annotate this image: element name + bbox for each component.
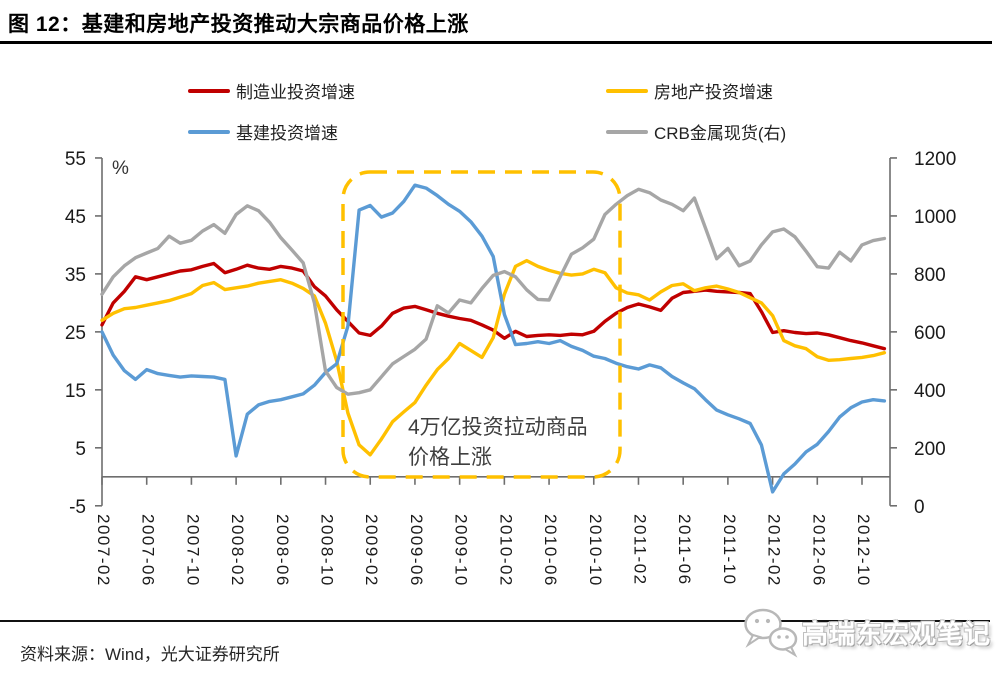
left-axis-tick-label: 25 <box>65 323 86 344</box>
legend-label-real-estate: 房地产投资增速 <box>654 83 773 102</box>
x-axis-tick-label: 2009-06 <box>407 514 426 587</box>
x-axis-tick-label: 2012-06 <box>809 514 828 587</box>
x-axis-tick-label: 2012-02 <box>765 514 784 587</box>
right-axis-tick-label: 1000 <box>914 207 956 228</box>
footer-divider <box>0 620 990 622</box>
title-divider <box>0 41 992 44</box>
x-axis-tick-label: 2012-10 <box>854 514 873 587</box>
x-axis-tick-label: 2011-06 <box>675 514 694 586</box>
x-axis-tick-label: 2008-10 <box>318 514 337 587</box>
x-axis-tick-label: 2008-02 <box>228 514 247 587</box>
annotation-text-line1: 4万亿投资拉动商品 <box>408 416 588 439</box>
annotation-box <box>341 170 622 479</box>
x-axis-tick-label: 2011-02 <box>630 514 649 586</box>
x-axis-tick-label: 2008-06 <box>273 514 292 587</box>
watermark: 高瑞东宏观笔记 <box>740 606 991 658</box>
right-axis-tick-label: 200 <box>914 439 946 460</box>
left-axis-tick-label: 5 <box>75 439 86 460</box>
series-crb-metals <box>100 187 887 396</box>
right-axis-tick-label: 400 <box>914 381 946 402</box>
left-axis-tick-label: 55 <box>65 149 86 170</box>
legend-swatch-crb-metals <box>606 129 648 134</box>
legend-swatch-real-estate <box>606 88 648 93</box>
legend-item-crb-metals: CRB金属现货(右) <box>606 119 786 144</box>
legend-swatch-infrastructure <box>188 129 230 134</box>
x-axis-tick-label: 2007-06 <box>139 514 158 587</box>
x-axis-tick-label: 2010-10 <box>586 514 605 587</box>
left-axis-unit-label: % <box>112 158 129 179</box>
figure-title: 图 12：基建和房地产投资推动大宗商品价格上涨 <box>8 13 469 36</box>
x-axis-tick-label: 2007-10 <box>183 514 202 587</box>
wechat-icon <box>744 608 798 658</box>
legend-item-infrastructure: 基建投资增速 <box>188 119 338 144</box>
legend-item-real-estate: 房地产投资增速 <box>606 78 773 103</box>
x-axis-tick-label: 2011-10 <box>720 514 739 586</box>
legend-label-manufacturing: 制造业投资增速 <box>236 83 355 102</box>
left-axis-tick-label: 15 <box>65 381 86 402</box>
axes: 55 45 35 25 15 5 -5 1200 1000 800 600 400 200 0 2007-0… <box>65 149 956 587</box>
source-note: 资料来源：Wind，光大证券研究所 <box>20 645 280 664</box>
x-axis-tick-label: 2010-06 <box>541 514 560 587</box>
legend-item-manufacturing: 制造业投资增速 <box>188 78 355 103</box>
left-axis-tick-label: 45 <box>65 207 86 228</box>
legend-label-infrastructure: 基建投资增速 <box>236 124 338 143</box>
left-axis-tick-label: 35 <box>65 265 86 286</box>
series-layer <box>100 183 887 494</box>
right-axis-tick-label: 800 <box>914 265 946 286</box>
watermark-text: 高瑞东宏观笔记 <box>802 618 992 649</box>
legend-label-crb-metals: CRB金属现货(右) <box>654 124 787 143</box>
annotation-text-line2: 价格上涨 <box>408 446 492 469</box>
x-axis-tick-label: 2009-02 <box>362 514 381 587</box>
right-axis-tick-label: 1200 <box>914 149 956 170</box>
legend-swatch-manufacturing <box>188 88 230 93</box>
right-axis-tick-label: 600 <box>914 323 946 344</box>
x-axis-tick-label: 2009-10 <box>452 514 471 587</box>
series-infrastructure <box>100 183 887 494</box>
x-axis-tick-label: 2010-02 <box>496 514 515 587</box>
series-real-estate <box>100 258 887 457</box>
right-axis-tick-label: 0 <box>914 497 925 518</box>
left-axis-tick-label: -5 <box>69 497 86 518</box>
x-axis-tick-label: 2007-02 <box>94 514 113 587</box>
